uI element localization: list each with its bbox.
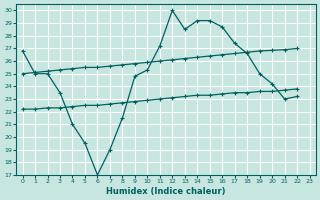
X-axis label: Humidex (Indice chaleur): Humidex (Indice chaleur) (106, 187, 226, 196)
